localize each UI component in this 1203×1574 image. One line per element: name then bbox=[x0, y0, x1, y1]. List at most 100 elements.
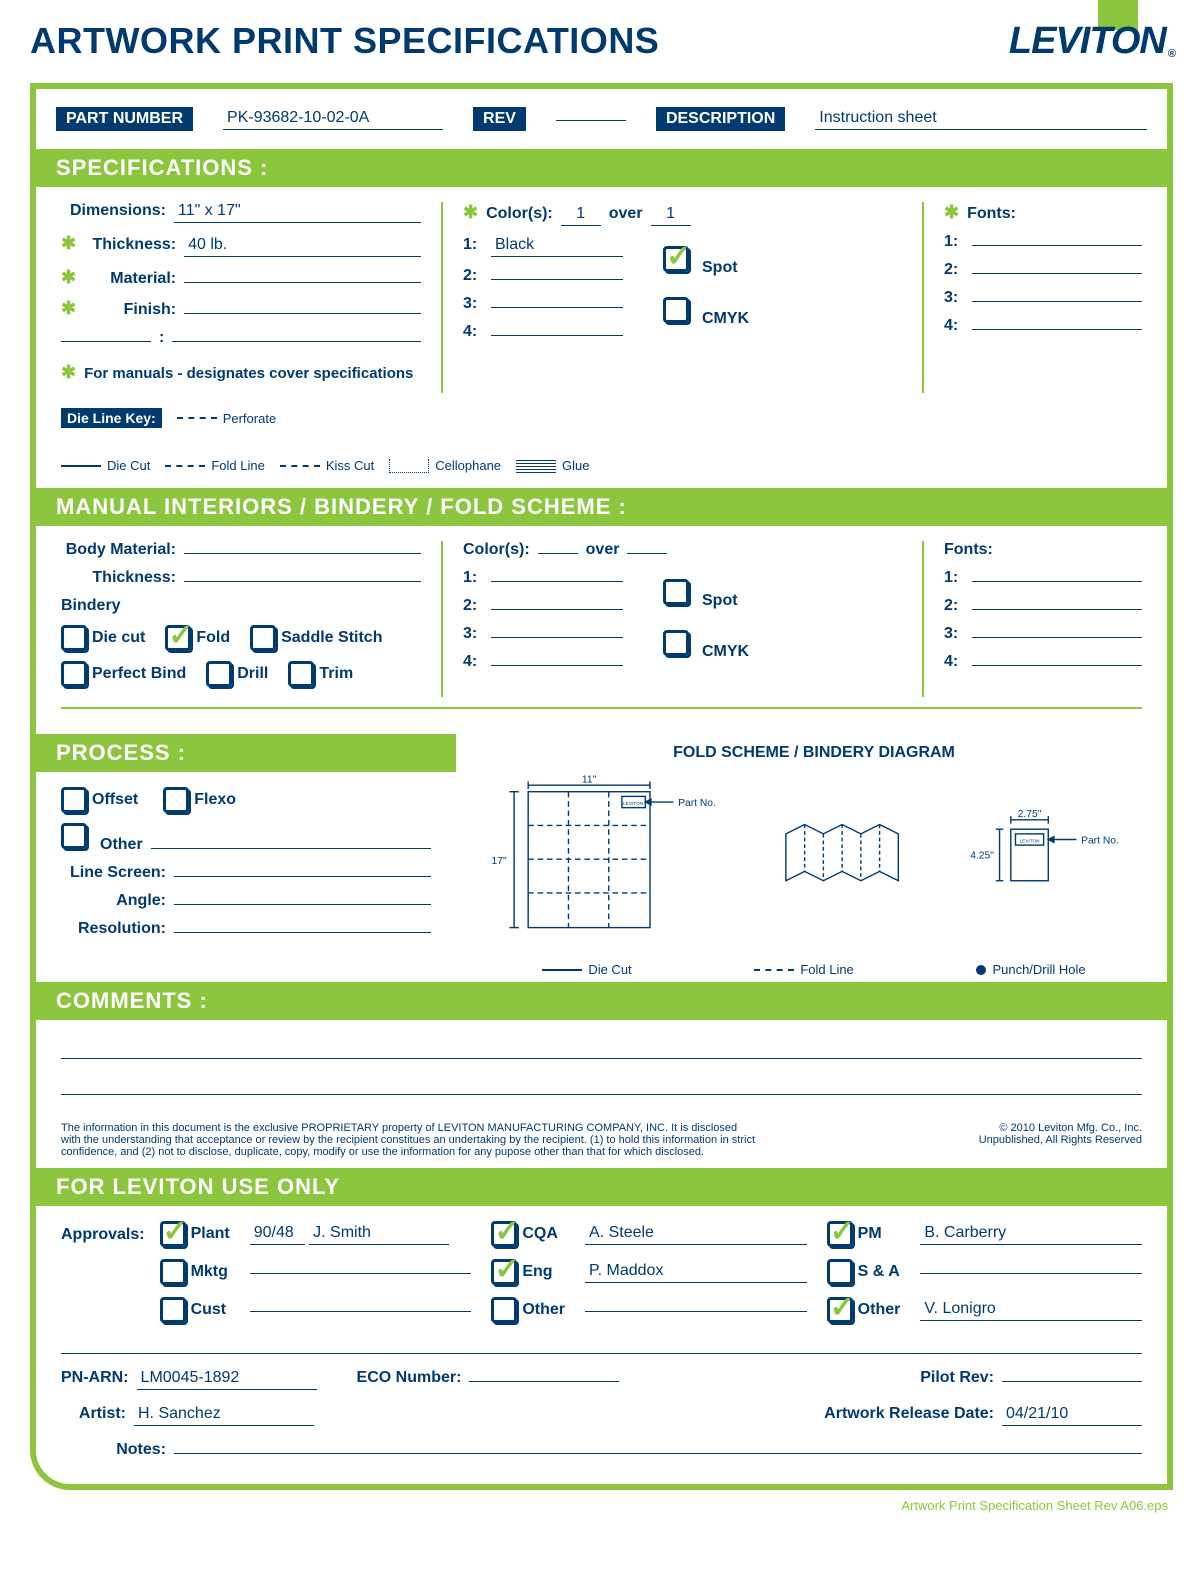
offset-checkbox[interactable] bbox=[61, 787, 87, 813]
mf1-value[interactable] bbox=[972, 579, 1142, 582]
disclaimer: The information in this document is the … bbox=[36, 1112, 1167, 1168]
f3-value[interactable] bbox=[972, 299, 1142, 302]
description-value[interactable]: Instruction sheet bbox=[815, 109, 1147, 130]
m-colors-b[interactable] bbox=[627, 551, 667, 554]
cmyk-checkbox[interactable] bbox=[663, 297, 689, 323]
mktg-name[interactable] bbox=[250, 1271, 472, 1274]
dimensions-value[interactable]: 11" x 17" bbox=[174, 202, 421, 223]
mc1-value[interactable] bbox=[491, 579, 623, 582]
c1-label: 1: bbox=[463, 236, 483, 254]
cust-checkbox[interactable] bbox=[160, 1297, 186, 1323]
f4-label: 4: bbox=[944, 317, 964, 335]
m-colors-a[interactable] bbox=[538, 551, 578, 554]
pm-name[interactable]: B. Carberry bbox=[920, 1224, 1142, 1245]
diag-partno1: Part No. bbox=[678, 798, 716, 809]
comments-body bbox=[36, 1020, 1167, 1112]
cqa-name[interactable]: A. Steele bbox=[585, 1224, 807, 1245]
mktg-checkbox[interactable] bbox=[160, 1259, 186, 1285]
f1-value[interactable] bbox=[972, 243, 1142, 246]
comment-line-1[interactable] bbox=[61, 1035, 1142, 1059]
fold-checkbox[interactable] bbox=[165, 625, 191, 651]
mc4-value[interactable] bbox=[491, 663, 623, 666]
useonly-body: Approvals: Plant 90/48 J. Smith CQA A. S… bbox=[36, 1206, 1167, 1338]
thickness-value[interactable]: 40 lb. bbox=[184, 236, 421, 257]
saddle-checkbox[interactable] bbox=[250, 625, 276, 651]
plant-code[interactable]: 90/48 bbox=[250, 1224, 305, 1245]
foldline-label: Fold Line bbox=[211, 458, 264, 473]
release-value[interactable]: 04/21/10 bbox=[1002, 1405, 1142, 1426]
comment-line-2[interactable] bbox=[61, 1071, 1142, 1095]
material-value[interactable] bbox=[184, 280, 421, 283]
drill-checkbox[interactable] bbox=[206, 661, 232, 687]
mc2-value[interactable] bbox=[491, 607, 623, 610]
body-material-value[interactable] bbox=[184, 551, 421, 554]
disclaimer-text: The information in this document is the … bbox=[61, 1122, 755, 1158]
p-other-value[interactable] bbox=[151, 846, 431, 849]
other2-name[interactable]: V. Lonigro bbox=[920, 1300, 1142, 1321]
f4-value[interactable] bbox=[972, 327, 1142, 330]
other2-checkbox[interactable] bbox=[827, 1297, 853, 1323]
m-spot-label: Spot bbox=[702, 592, 738, 610]
other-checkbox[interactable] bbox=[61, 823, 87, 849]
sa-checkbox[interactable] bbox=[827, 1259, 853, 1285]
other1-checkbox[interactable] bbox=[491, 1297, 517, 1323]
logo-wrap: LEVITON® bbox=[1009, 20, 1173, 63]
spot-checkbox[interactable] bbox=[663, 246, 689, 272]
artist-label: Artist: bbox=[61, 1405, 126, 1423]
m-diecut-label: Die cut bbox=[92, 629, 145, 646]
part-number-value[interactable]: PK-93682-10-02-0A bbox=[223, 109, 443, 130]
c3-value[interactable] bbox=[491, 305, 623, 308]
pnarn-value[interactable]: LM0045-1892 bbox=[137, 1369, 317, 1390]
diag-partno2: Part No. bbox=[1081, 835, 1119, 846]
mf3-value[interactable] bbox=[972, 635, 1142, 638]
m-drill-label: Drill bbox=[237, 665, 268, 682]
m-thickness-value[interactable] bbox=[184, 579, 421, 582]
eng-name[interactable]: P. Maddox bbox=[585, 1262, 807, 1283]
m-spot-checkbox[interactable] bbox=[663, 579, 689, 605]
diagram-col: FOLD SCHEME / BINDERY DIAGRAM bbox=[476, 734, 1167, 982]
diecut-checkbox[interactable] bbox=[61, 625, 87, 651]
c2-value[interactable] bbox=[491, 277, 623, 280]
f2-label: 2: bbox=[944, 261, 964, 279]
sa-name[interactable] bbox=[920, 1271, 1142, 1274]
pilot-value[interactable] bbox=[1002, 1379, 1142, 1382]
cqa-checkbox[interactable] bbox=[491, 1221, 517, 1247]
approvals-label: Approvals: bbox=[61, 1221, 145, 1244]
c1-value[interactable]: Black bbox=[491, 236, 623, 257]
notes-value[interactable] bbox=[174, 1451, 1142, 1454]
blank-colon: : bbox=[159, 329, 164, 347]
plant-checkbox[interactable] bbox=[160, 1221, 186, 1247]
perfect-checkbox[interactable] bbox=[61, 661, 87, 687]
flexo-checkbox[interactable] bbox=[163, 787, 189, 813]
m-trim-label: Trim bbox=[319, 665, 353, 682]
f2-value[interactable] bbox=[972, 271, 1142, 274]
finish-value[interactable] bbox=[184, 311, 421, 314]
mf2-value[interactable] bbox=[972, 607, 1142, 610]
fonts-label: Fonts: bbox=[967, 205, 1016, 223]
resolution-value[interactable] bbox=[174, 930, 431, 933]
m-cmyk-checkbox[interactable] bbox=[663, 630, 689, 656]
blank-field-label[interactable] bbox=[61, 339, 151, 342]
plant-label: Plant bbox=[191, 1225, 230, 1242]
specs-col-left: Dimensions:11" x 17" ✱Thickness:40 lb. ✱… bbox=[61, 202, 421, 393]
cust-name[interactable] bbox=[250, 1309, 472, 1312]
colors-a[interactable]: 1 bbox=[561, 205, 601, 226]
trim-checkbox[interactable] bbox=[288, 661, 314, 687]
eng-checkbox[interactable] bbox=[491, 1259, 517, 1285]
blank-field-value[interactable] bbox=[172, 339, 421, 342]
colors-b[interactable]: 1 bbox=[651, 205, 691, 226]
dieline-key: Die Line Key: Perforate Die Cut Fold Lin… bbox=[61, 408, 1142, 473]
other1-name[interactable] bbox=[585, 1309, 807, 1312]
eng-label: Eng bbox=[522, 1263, 552, 1280]
mc3-value[interactable] bbox=[491, 635, 623, 638]
artist-value[interactable]: H. Sanchez bbox=[134, 1405, 314, 1426]
linescreen-value[interactable] bbox=[174, 874, 431, 877]
mf4-value[interactable] bbox=[972, 663, 1142, 666]
pm-checkbox[interactable] bbox=[827, 1221, 853, 1247]
plant-name[interactable]: J. Smith bbox=[309, 1224, 449, 1245]
rev-value[interactable] bbox=[556, 118, 626, 121]
eco-value[interactable] bbox=[469, 1379, 619, 1382]
c4-value[interactable] bbox=[491, 333, 623, 336]
colors-over: over bbox=[609, 205, 643, 223]
angle-value[interactable] bbox=[174, 902, 431, 905]
